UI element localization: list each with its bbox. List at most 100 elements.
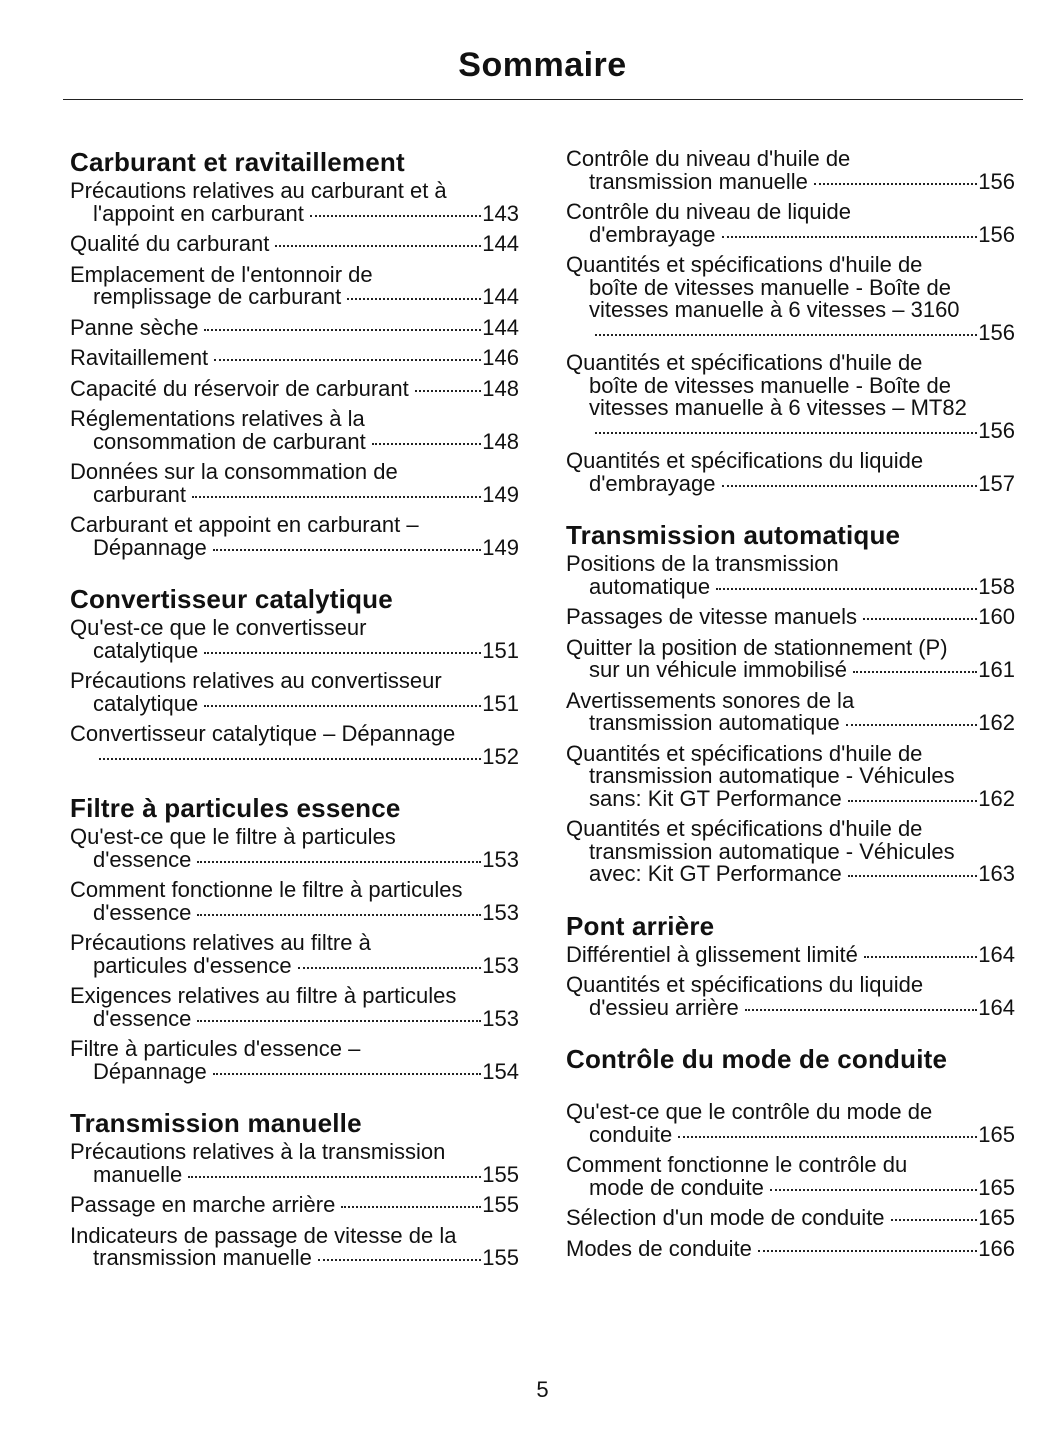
toc-page-number[interactable]: 151 (482, 637, 519, 663)
toc-entry[interactable]: Panne sèche 144 (70, 314, 519, 340)
toc-page-number[interactable]: 156 (978, 221, 1015, 247)
toc-page-number[interactable]: 144 (482, 231, 519, 256)
toc-page-number[interactable]: 156 (978, 319, 1015, 345)
toc-page-number[interactable]: 156 (978, 168, 1015, 194)
toc-entry[interactable]: Qualité du carburant 144 (70, 231, 519, 256)
toc-entry[interactable]: Capacité du réservoir de carburant 148 (70, 375, 519, 401)
toc-entry[interactable]: Ravitaillement 146 (70, 345, 519, 370)
toc-entry[interactable]: Avertissements sonores de la transmission… (566, 689, 1015, 735)
toc-page-number[interactable]: 164 (978, 941, 1015, 967)
toc-page-number[interactable]: 148 (482, 375, 519, 401)
toc-entry[interactable]: Passage en marche arrière 155 (70, 1192, 519, 1217)
toc-entry-line: transmission manuelle 155 (70, 1245, 519, 1270)
toc-entry-text: carburant (93, 481, 186, 507)
toc-entry[interactable]: Contrôle du niveau d'huile de transmissio… (566, 147, 1015, 194)
toc-entry[interactable]: Quantités et spécifications d'huile de bo… (566, 253, 1015, 345)
toc-entry-text: Ravitaillement (70, 345, 209, 370)
toc-page-number[interactable]: 144 (482, 284, 519, 309)
toc-entry[interactable]: Qu'est-ce que le convertisseur catalytiqu… (70, 616, 519, 663)
toc-entry[interactable]: Qu'est-ce que le contrôle du mode de cond… (566, 1099, 1015, 1147)
toc-page-number[interactable]: 153 (482, 952, 519, 978)
toc-entry[interactable]: Positions de la transmission automatique 1… (566, 551, 1015, 599)
toc-entry[interactable]: Quantités et spécifications d'huile de tr… (566, 817, 1015, 886)
toc-page-number[interactable]: 149 (482, 534, 519, 560)
toc-entry[interactable]: Précautions relatives au filtre à particu… (70, 931, 519, 978)
toc-entry[interactable]: Précautions relatives au convertisseur ca… (70, 669, 519, 716)
dot-leader (99, 757, 482, 760)
toc-page-number[interactable]: 155 (482, 1192, 519, 1217)
toc-entry[interactable]: Carburant et appoint en carburant – Dépan… (70, 512, 519, 560)
toc-entry[interactable]: Quantités et spécifications du liquide d'… (566, 449, 1015, 496)
dot-leader (204, 328, 482, 331)
dot-leader (595, 333, 978, 336)
dot-leader (847, 799, 978, 802)
section-heading: Transmission automatique (566, 520, 901, 550)
toc-entry[interactable]: Données sur la consommation de carburant 1… (70, 460, 519, 507)
toc-entry-line: d'essence 153 (70, 846, 519, 872)
toc-page-number[interactable]: 154 (482, 1058, 519, 1084)
toc-entry[interactable]: Quantités et spécifications du liquide d'… (566, 973, 1015, 1020)
toc-page-number[interactable]: 155 (482, 1161, 519, 1187)
toc-page-number[interactable]: 146 (482, 345, 519, 370)
toc-entry-text: vitesses manuelle à 6 vitesses – MT82 (589, 395, 967, 420)
toc-page-number[interactable]: 148 (482, 428, 519, 454)
toc-entry[interactable]: Indicateurs de passage de vitesse de la t… (70, 1224, 519, 1270)
toc-entry-text: Carburant et appoint en carburant – (70, 512, 419, 537)
toc-entry-line: transmission automatique - Véhicules (566, 764, 1015, 788)
toc-page-number[interactable]: 144 (482, 314, 519, 340)
toc-entry-line: carburant 149 (70, 481, 519, 507)
toc-entry[interactable]: Convertisseur catalytique – Dépannage 152 (70, 722, 519, 769)
toc-page-number[interactable]: 158 (978, 573, 1015, 599)
toc-entry[interactable]: Quantités et spécifications d'huile de tr… (566, 742, 1015, 811)
toc-entry-line: Ravitaillement 146 (70, 345, 519, 370)
toc-page-number[interactable]: 161 (978, 657, 1015, 682)
toc-entry[interactable]: Exigences relatives au filtre à particul… (70, 983, 519, 1031)
toc-entry-line: Exigences relatives au filtre à particul… (70, 983, 519, 1008)
toc-entry-line: Sélection d'un mode de conduite 165 (566, 1205, 1015, 1230)
toc-page-number[interactable]: 151 (482, 690, 519, 716)
toc-page-number[interactable]: 149 (482, 481, 519, 507)
toc-entry[interactable]: Comment fonctionne le contrôle du mode de… (566, 1153, 1015, 1200)
toc-entry-text: Positions de la transmission (566, 551, 839, 576)
toc-page-number[interactable]: 157 (978, 470, 1015, 496)
toc-entry[interactable]: Modes de conduite 166 (566, 1235, 1015, 1261)
toc-entry[interactable]: Quitter la position de stationnement (P)… (566, 636, 1015, 682)
toc-entry[interactable]: Comment fonctionne le filtre à particule… (70, 878, 519, 925)
toc-page-number[interactable]: 153 (482, 1005, 519, 1031)
toc-page-number[interactable]: 160 (978, 604, 1015, 629)
toc-page-number[interactable]: 165 (978, 1174, 1015, 1200)
toc-entry[interactable]: Passages de vitesse manuels 160 (566, 604, 1015, 629)
toc-entry-text: avec: Kit GT Performance (589, 861, 842, 886)
toc-page-number[interactable]: 152 (482, 743, 519, 769)
toc-page-number[interactable]: 143 (482, 200, 519, 226)
toc-entry[interactable]: Précautions relatives à la transmission m… (70, 1140, 519, 1187)
toc-entry[interactable]: Qu'est-ce que le filtre à particules d'es… (70, 825, 519, 872)
toc-entry[interactable]: Contrôle du niveau de liquide d'embrayage… (566, 200, 1015, 247)
toc-entry-text: d'embrayage (589, 221, 716, 247)
toc-page-number[interactable]: 153 (482, 899, 519, 925)
toc-entry[interactable]: Emplacement de l'entonnoir de remplissage… (70, 263, 519, 309)
toc-entry-text: Exigences relatives au filtre à particul… (70, 983, 457, 1008)
toc-page-number[interactable]: 162 (978, 710, 1015, 735)
toc-entry[interactable]: Réglementations relatives à la consommati… (70, 407, 519, 454)
toc-column-left: Carburant et ravitaillement Précautions r… (70, 146, 519, 1292)
toc-page-number[interactable]: 164 (978, 994, 1015, 1020)
toc-page-number[interactable]: 163 (978, 861, 1015, 886)
dot-leader (813, 182, 978, 185)
dot-leader (744, 1008, 978, 1011)
toc-page-number[interactable]: 155 (482, 1245, 519, 1270)
toc-page-number[interactable]: 165 (978, 1205, 1015, 1230)
toc-entry-line: Comment fonctionne le contrôle du (566, 1153, 1015, 1177)
toc-entry[interactable]: Sélection d'un mode de conduite 165 (566, 1205, 1015, 1230)
toc-entry-text: Qu'est-ce que le contrôle du mode de (566, 1099, 933, 1124)
toc-page-number[interactable]: 156 (978, 417, 1015, 443)
toc-page-number[interactable]: 153 (482, 846, 519, 872)
toc-entry[interactable]: Différentiel à glissement limité 164 (566, 941, 1015, 967)
toc-page-number[interactable]: 165 (978, 1121, 1015, 1147)
toc-entry[interactable]: Filtre à particules d'essence – Dépannage… (70, 1037, 519, 1084)
toc-page-number[interactable]: 162 (978, 785, 1015, 811)
toc-page-number[interactable]: 166 (978, 1235, 1015, 1261)
toc-entry[interactable]: Quantités et spécifications d'huile de bo… (566, 351, 1015, 443)
page-title: Sommaire (458, 46, 627, 84)
